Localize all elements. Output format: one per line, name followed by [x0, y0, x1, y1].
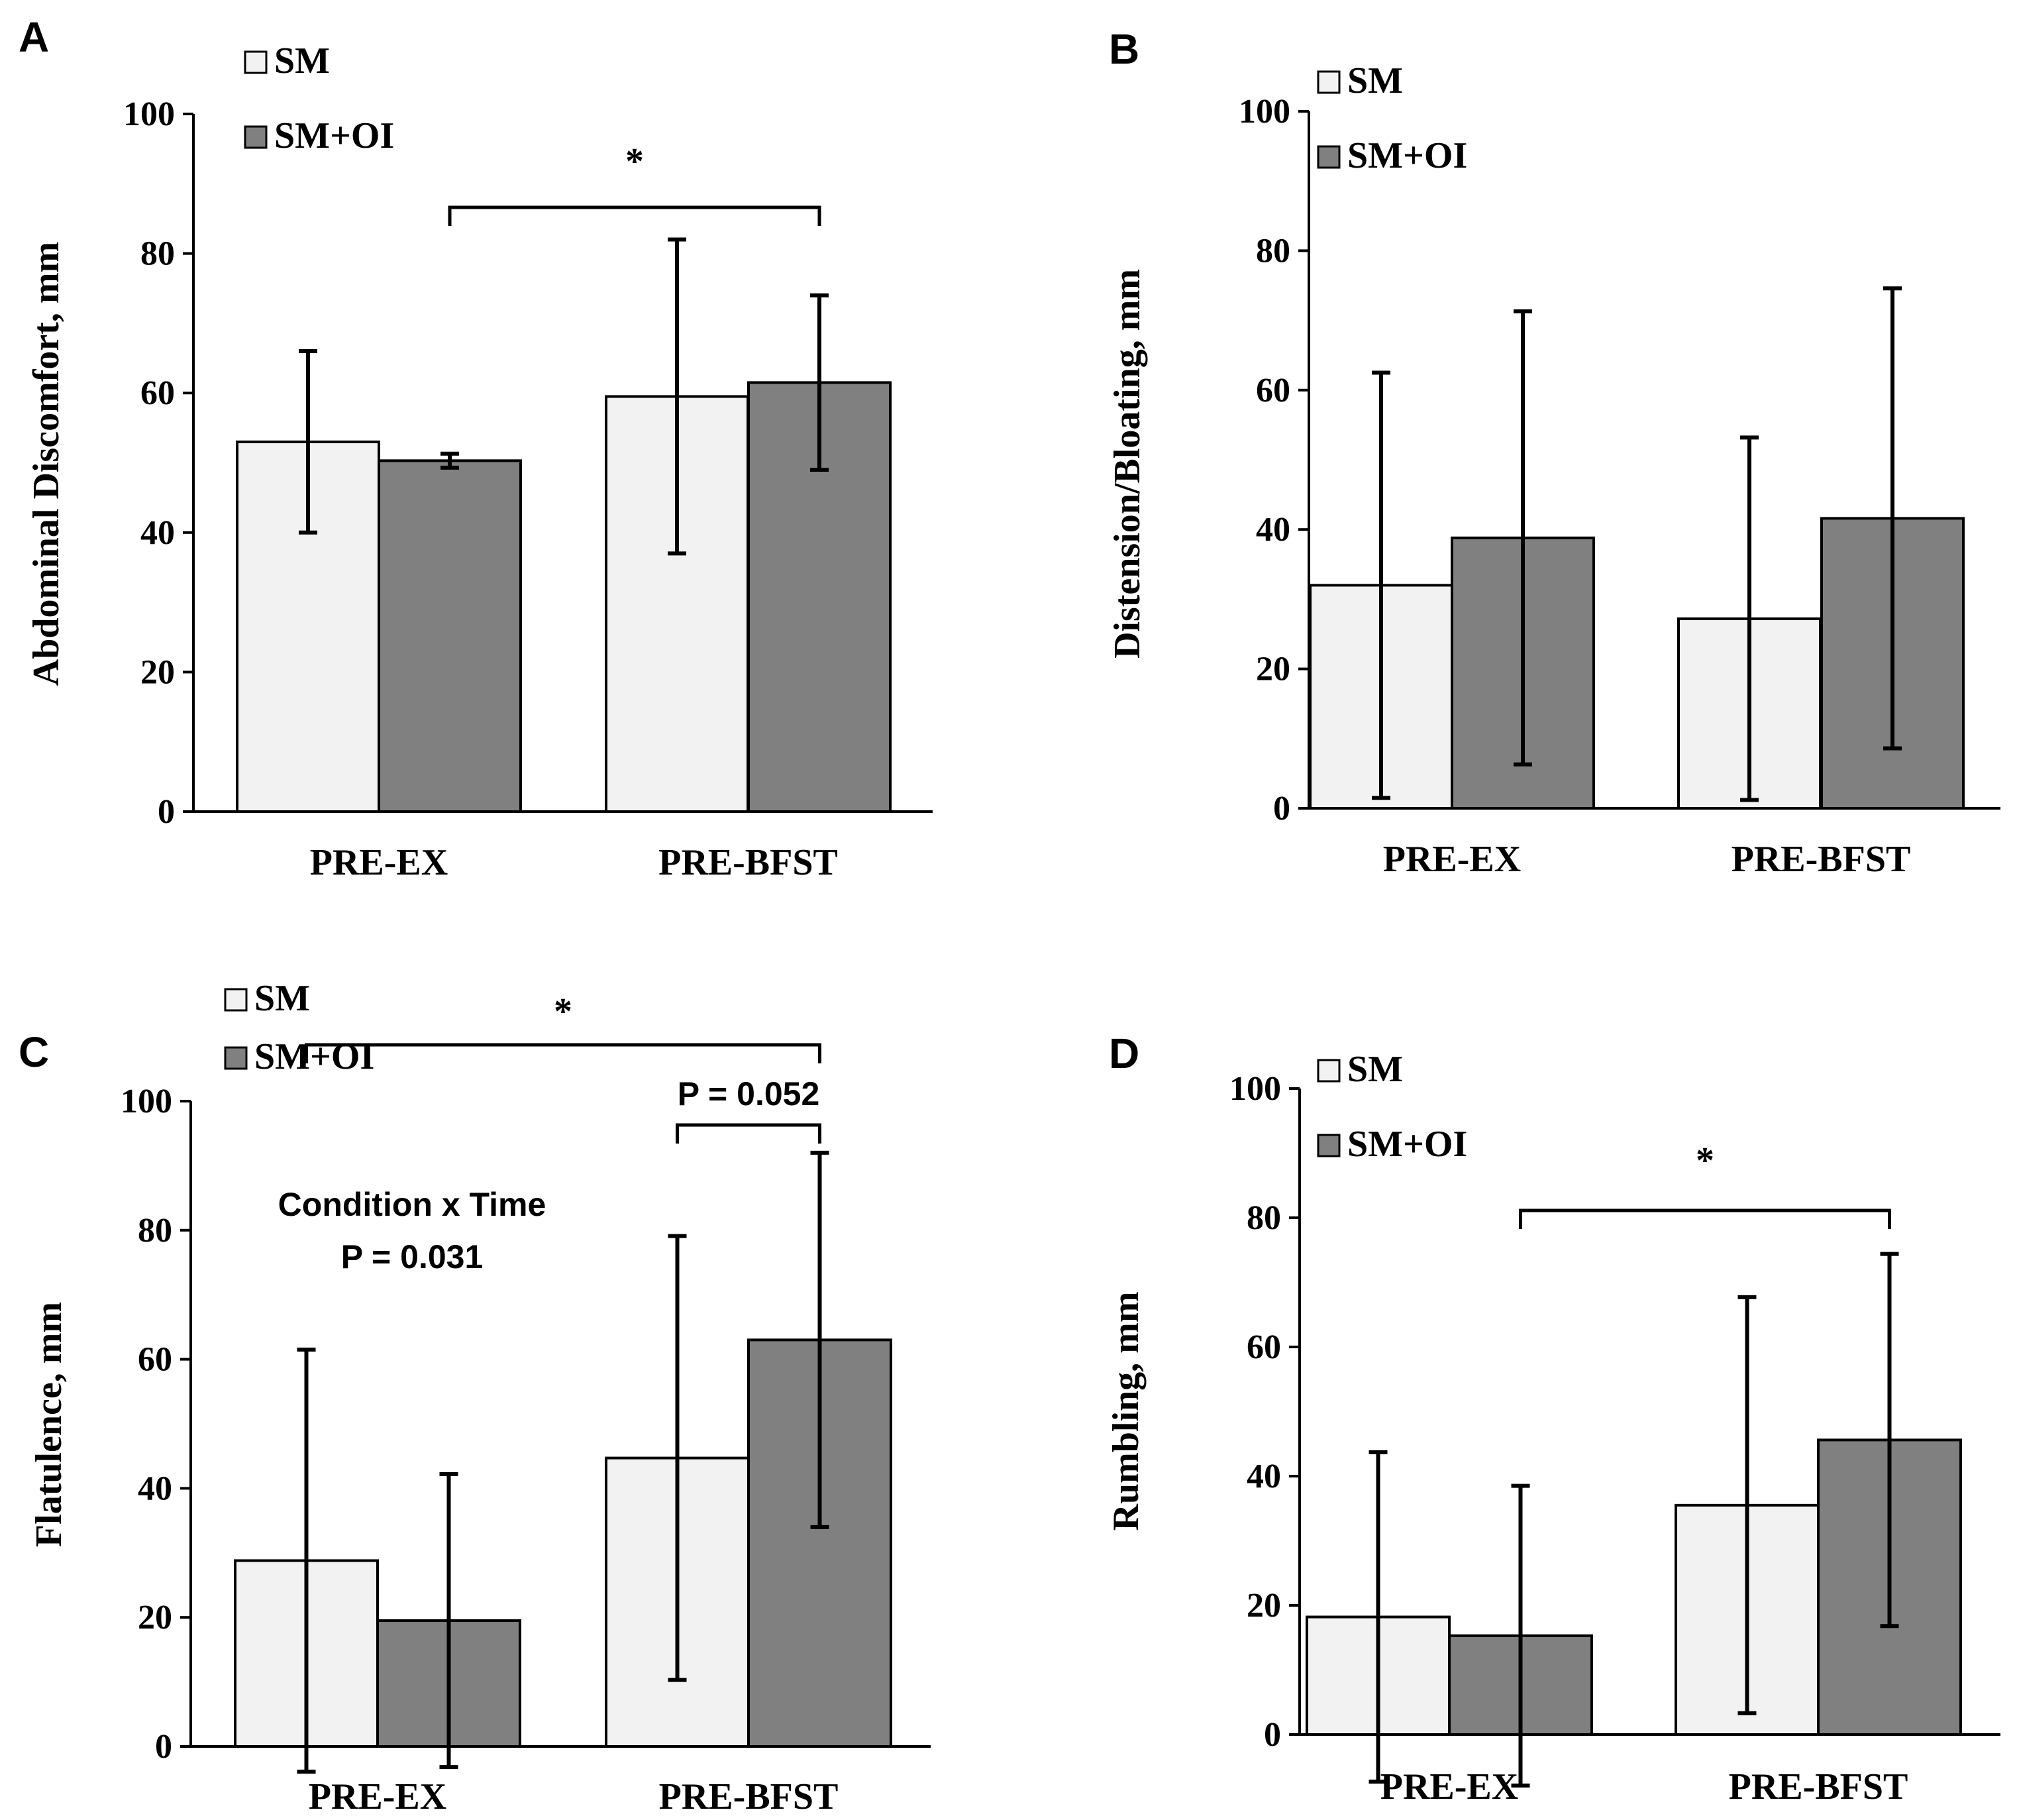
legend-swatch	[224, 988, 248, 1012]
legend-label: SM+OI	[254, 1036, 374, 1077]
y-tick-label: 60	[140, 374, 175, 412]
y-axis-label: Abdominal Discomfort, mm	[26, 242, 67, 686]
y-tick-label: 0	[1273, 790, 1290, 828]
interaction-note-line: Condition x Time	[278, 1186, 546, 1223]
panel-d: D 0 20 40 60 80 100 Rumbling, mm PRE-EX PRE-BFST S…	[1106, 1030, 2000, 1807]
significance-bracket	[448, 205, 821, 226]
x-category-label: PRE-EX	[1380, 1766, 1518, 1807]
y-tick-label: 100	[1239, 93, 1290, 131]
panel-b: B 0 20 40 60 80 100 Distension/Bloating, mm PRE-…	[1107, 25, 2000, 880]
y-tick-label: 0	[158, 793, 175, 831]
legend-label: SM	[274, 40, 330, 81]
legend-label: SM	[1347, 60, 1403, 101]
y-tick-label: 60	[138, 1341, 172, 1379]
panel-c: C 0 20 40 60 80 100 Flatulence, mm PRE-EX PRE-BFS…	[19, 978, 931, 1817]
y-tick-label: 100	[1229, 1070, 1281, 1108]
x-category-label: PRE-EX	[1383, 839, 1521, 880]
panel-letter: D	[1109, 1030, 1139, 1077]
legend-swatch	[244, 125, 268, 149]
x-category-label: PRE-BFST	[1732, 839, 1911, 880]
y-tick-label: 100	[121, 1083, 172, 1120]
y-tick-label: 80	[1247, 1199, 1281, 1237]
legend-label: SM+OI	[1347, 1124, 1467, 1165]
x-category-label: PRE-EX	[309, 1776, 446, 1817]
y-tick-label: 20	[140, 653, 175, 691]
y-tick-label: 60	[1247, 1328, 1281, 1366]
y-tick-label: 80	[1256, 232, 1290, 270]
panel-letter: C	[19, 1028, 49, 1076]
significance-star: *	[1696, 1140, 1714, 1181]
y-tick-label: 20	[1247, 1587, 1281, 1625]
y-tick-label: 0	[155, 1728, 172, 1766]
y-tick-label: 40	[1256, 511, 1290, 549]
y-tick-label: 0	[1264, 1716, 1281, 1754]
panel-a: A 0 20 40 60 80 100 Abdominal Discomfort, mm PRE…	[19, 13, 933, 883]
interaction-note-line: P = 0.031	[341, 1238, 484, 1275]
y-tick-label: 100	[123, 95, 175, 133]
legend-swatch	[1317, 1059, 1341, 1083]
x-category-label: PRE-BFST	[1729, 1766, 1908, 1807]
significance-star: *	[625, 141, 644, 182]
y-tick-label: 80	[138, 1212, 172, 1250]
legend-label: SM+OI	[1347, 135, 1467, 176]
panel-letter: B	[1109, 25, 1139, 73]
significance-bracket	[1519, 1208, 1891, 1229]
legend-label: SM+OI	[274, 115, 394, 156]
significance-star: *	[554, 991, 572, 1032]
y-axis-label: Rumbling, mm	[1106, 1292, 1147, 1531]
legend-swatch	[1317, 70, 1341, 94]
legend-swatch	[1317, 1134, 1341, 1157]
significance-bracket	[676, 1123, 821, 1144]
y-tick-label: 20	[1256, 651, 1290, 688]
y-tick-label: 40	[1247, 1458, 1281, 1495]
legend-label: SM	[254, 978, 310, 1019]
y-tick-label: 40	[140, 514, 175, 552]
legend-swatch	[1317, 145, 1341, 169]
x-category-label: PRE-BFST	[658, 842, 838, 883]
x-category-label: PRE-BFST	[659, 1776, 839, 1817]
panel-letter: A	[19, 13, 49, 61]
significance-bracket	[305, 1043, 821, 1063]
y-tick-label: 40	[138, 1470, 172, 1507]
legend-swatch	[244, 50, 268, 74]
y-axis-label: Flatulence, mm	[28, 1302, 70, 1547]
x-category-label: PRE-EX	[310, 842, 448, 883]
legend-swatch	[224, 1046, 248, 1070]
y-tick-label: 20	[138, 1599, 172, 1636]
legend-label: SM	[1347, 1049, 1403, 1090]
y-axis-label: Distension/Bloating, mm	[1107, 269, 1148, 659]
p-value-label: P = 0.052	[678, 1075, 820, 1112]
bar-pre-ex-smplusoi	[378, 459, 522, 813]
y-tick-label: 80	[140, 235, 175, 273]
y-tick-label: 60	[1256, 372, 1290, 409]
